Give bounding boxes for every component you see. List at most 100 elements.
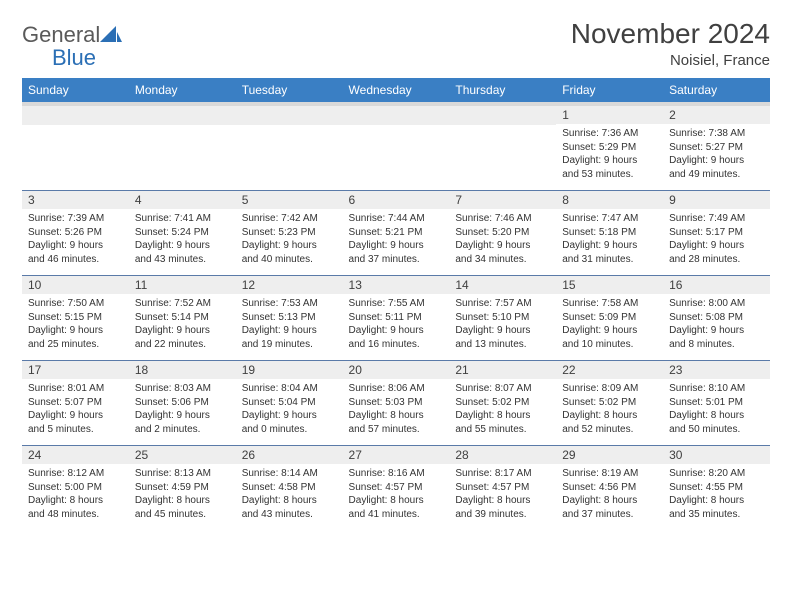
- day-detail-text: Sunrise: 8:03 AMSunset: 5:06 PMDaylight:…: [129, 379, 236, 440]
- day-detail-text: Sunrise: 8:16 AMSunset: 4:57 PMDaylight:…: [343, 464, 450, 525]
- page-subtitle: Noisiel, France: [571, 52, 770, 69]
- calendar-table: SundayMondayTuesdayWednesdayThursdayFrid…: [22, 78, 770, 530]
- day-detail-text: Sunrise: 7:42 AMSunset: 5:23 PMDaylight:…: [236, 209, 343, 270]
- day-number: 9: [663, 191, 770, 209]
- calendar-week-row: 17Sunrise: 8:01 AMSunset: 5:07 PMDayligh…: [22, 361, 770, 446]
- calendar-day-cell: 9Sunrise: 7:49 AMSunset: 5:17 PMDaylight…: [663, 191, 770, 276]
- day-number: 22: [556, 361, 663, 379]
- logo-text-general: General: [22, 22, 100, 47]
- calendar-day-cell: 1Sunrise: 7:36 AMSunset: 5:29 PMDaylight…: [556, 104, 663, 191]
- weekday-header: Monday: [129, 78, 236, 104]
- day-number: 2: [663, 106, 770, 124]
- weekday-header: Tuesday: [236, 78, 343, 104]
- day-number: 5: [236, 191, 343, 209]
- calendar-day-cell: 22Sunrise: 8:09 AMSunset: 5:02 PMDayligh…: [556, 361, 663, 446]
- calendar-week-row: 10Sunrise: 7:50 AMSunset: 5:15 PMDayligh…: [22, 276, 770, 361]
- calendar-day-cell: 7Sunrise: 7:46 AMSunset: 5:20 PMDaylight…: [449, 191, 556, 276]
- calendar-day-cell: 20Sunrise: 8:06 AMSunset: 5:03 PMDayligh…: [343, 361, 450, 446]
- calendar-day-cell: 23Sunrise: 8:10 AMSunset: 5:01 PMDayligh…: [663, 361, 770, 446]
- day-number: 29: [556, 446, 663, 464]
- calendar-day-cell: 25Sunrise: 8:13 AMSunset: 4:59 PMDayligh…: [129, 446, 236, 531]
- day-number: [449, 106, 556, 125]
- calendar-week-row: 24Sunrise: 8:12 AMSunset: 5:00 PMDayligh…: [22, 446, 770, 531]
- calendar-day-cell: 30Sunrise: 8:20 AMSunset: 4:55 PMDayligh…: [663, 446, 770, 531]
- day-number: 26: [236, 446, 343, 464]
- calendar-day-cell: 2Sunrise: 7:38 AMSunset: 5:27 PMDaylight…: [663, 104, 770, 191]
- day-detail-text: Sunrise: 7:49 AMSunset: 5:17 PMDaylight:…: [663, 209, 770, 270]
- calendar-day-cell: 3Sunrise: 7:39 AMSunset: 5:26 PMDaylight…: [22, 191, 129, 276]
- day-detail-text: Sunrise: 7:38 AMSunset: 5:27 PMDaylight:…: [663, 124, 770, 185]
- calendar-day-cell: 16Sunrise: 8:00 AMSunset: 5:08 PMDayligh…: [663, 276, 770, 361]
- logo: General Blue: [22, 18, 122, 70]
- calendar-day-cell: 13Sunrise: 7:55 AMSunset: 5:11 PMDayligh…: [343, 276, 450, 361]
- day-detail-text: Sunrise: 8:20 AMSunset: 4:55 PMDaylight:…: [663, 464, 770, 525]
- day-detail-text: Sunrise: 7:52 AMSunset: 5:14 PMDaylight:…: [129, 294, 236, 355]
- day-number: 25: [129, 446, 236, 464]
- calendar-day-cell: 6Sunrise: 7:44 AMSunset: 5:21 PMDaylight…: [343, 191, 450, 276]
- day-detail-text: Sunrise: 7:58 AMSunset: 5:09 PMDaylight:…: [556, 294, 663, 355]
- day-detail-text: Sunrise: 8:04 AMSunset: 5:04 PMDaylight:…: [236, 379, 343, 440]
- day-detail-text: Sunrise: 8:09 AMSunset: 5:02 PMDaylight:…: [556, 379, 663, 440]
- day-number: 21: [449, 361, 556, 379]
- calendar-day-cell: 21Sunrise: 8:07 AMSunset: 5:02 PMDayligh…: [449, 361, 556, 446]
- day-number: 6: [343, 191, 450, 209]
- day-number: 23: [663, 361, 770, 379]
- calendar-day-cell: 24Sunrise: 8:12 AMSunset: 5:00 PMDayligh…: [22, 446, 129, 531]
- day-detail-text: Sunrise: 7:53 AMSunset: 5:13 PMDaylight:…: [236, 294, 343, 355]
- day-number: 11: [129, 276, 236, 294]
- day-number: 15: [556, 276, 663, 294]
- day-number: 14: [449, 276, 556, 294]
- day-detail-text: Sunrise: 8:07 AMSunset: 5:02 PMDaylight:…: [449, 379, 556, 440]
- day-number: 18: [129, 361, 236, 379]
- day-number: 1: [556, 106, 663, 124]
- day-number: 27: [343, 446, 450, 464]
- day-detail-text: Sunrise: 8:13 AMSunset: 4:59 PMDaylight:…: [129, 464, 236, 525]
- day-detail-text: Sunrise: 8:01 AMSunset: 5:07 PMDaylight:…: [22, 379, 129, 440]
- day-detail-text: Sunrise: 7:47 AMSunset: 5:18 PMDaylight:…: [556, 209, 663, 270]
- day-number: 8: [556, 191, 663, 209]
- day-number: 12: [236, 276, 343, 294]
- day-number: 28: [449, 446, 556, 464]
- day-detail-text: Sunrise: 7:36 AMSunset: 5:29 PMDaylight:…: [556, 124, 663, 185]
- day-number: 7: [449, 191, 556, 209]
- weekday-header: Saturday: [663, 78, 770, 104]
- day-detail-text: Sunrise: 8:19 AMSunset: 4:56 PMDaylight:…: [556, 464, 663, 525]
- page-title: November 2024: [571, 18, 770, 50]
- calendar-day-cell: 11Sunrise: 7:52 AMSunset: 5:14 PMDayligh…: [129, 276, 236, 361]
- day-detail-text: Sunrise: 8:06 AMSunset: 5:03 PMDaylight:…: [343, 379, 450, 440]
- day-detail-text: Sunrise: 7:46 AMSunset: 5:20 PMDaylight:…: [449, 209, 556, 270]
- calendar-page: General Blue November 2024 Noisiel, Fran…: [0, 0, 792, 548]
- calendar-day-cell: 28Sunrise: 8:17 AMSunset: 4:57 PMDayligh…: [449, 446, 556, 531]
- logo-sail-icon: [100, 26, 122, 47]
- day-detail-text: Sunrise: 8:17 AMSunset: 4:57 PMDaylight:…: [449, 464, 556, 525]
- day-number: 3: [22, 191, 129, 209]
- calendar-day-cell: 26Sunrise: 8:14 AMSunset: 4:58 PMDayligh…: [236, 446, 343, 531]
- day-detail-text: Sunrise: 8:12 AMSunset: 5:00 PMDaylight:…: [22, 464, 129, 525]
- day-number: 24: [22, 446, 129, 464]
- day-detail-text: Sunrise: 7:44 AMSunset: 5:21 PMDaylight:…: [343, 209, 450, 270]
- weekday-header: Thursday: [449, 78, 556, 104]
- day-number: 13: [343, 276, 450, 294]
- day-detail-text: Sunrise: 8:10 AMSunset: 5:01 PMDaylight:…: [663, 379, 770, 440]
- calendar-day-cell: 8Sunrise: 7:47 AMSunset: 5:18 PMDaylight…: [556, 191, 663, 276]
- day-number: 16: [663, 276, 770, 294]
- calendar-day-cell: [343, 104, 450, 191]
- calendar-week-row: 1Sunrise: 7:36 AMSunset: 5:29 PMDaylight…: [22, 104, 770, 191]
- logo-text-blue: Blue: [22, 45, 96, 70]
- calendar-header-row: SundayMondayTuesdayWednesdayThursdayFrid…: [22, 78, 770, 104]
- day-number: [343, 106, 450, 125]
- day-detail-text: Sunrise: 7:41 AMSunset: 5:24 PMDaylight:…: [129, 209, 236, 270]
- day-number: [22, 106, 129, 125]
- day-detail-text: Sunrise: 8:14 AMSunset: 4:58 PMDaylight:…: [236, 464, 343, 525]
- logo-text-block: General Blue: [22, 24, 122, 70]
- calendar-week-row: 3Sunrise: 7:39 AMSunset: 5:26 PMDaylight…: [22, 191, 770, 276]
- calendar-day-cell: 14Sunrise: 7:57 AMSunset: 5:10 PMDayligh…: [449, 276, 556, 361]
- day-number: 4: [129, 191, 236, 209]
- day-number: 17: [22, 361, 129, 379]
- day-number: 20: [343, 361, 450, 379]
- calendar-day-cell: 10Sunrise: 7:50 AMSunset: 5:15 PMDayligh…: [22, 276, 129, 361]
- calendar-day-cell: 15Sunrise: 7:58 AMSunset: 5:09 PMDayligh…: [556, 276, 663, 361]
- day-number: [236, 106, 343, 125]
- weekday-header: Wednesday: [343, 78, 450, 104]
- day-detail-text: Sunrise: 7:50 AMSunset: 5:15 PMDaylight:…: [22, 294, 129, 355]
